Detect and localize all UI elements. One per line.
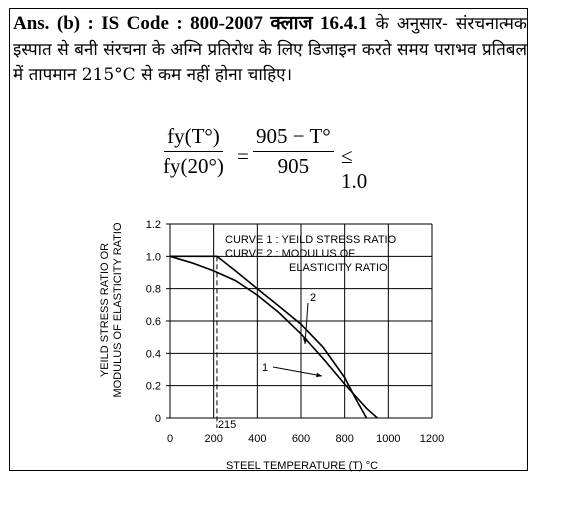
x-tick-label: 800 bbox=[335, 433, 353, 445]
curve-1-line bbox=[170, 255, 368, 419]
y-tick-label: 0.4 bbox=[146, 348, 161, 360]
rhs-fraction: 905 − T° 905 bbox=[253, 124, 334, 179]
x-tick-label: 600 bbox=[292, 433, 310, 445]
inequality: ≤ 1.0 bbox=[341, 144, 368, 193]
y-tick-label: 0.8 bbox=[146, 284, 161, 296]
y-tick-label: 0.6 bbox=[146, 316, 161, 328]
curve-2-leader bbox=[304, 302, 309, 345]
y-tick-label: 0.2 bbox=[146, 381, 161, 393]
lhs-denominator: fy(20°) bbox=[163, 154, 224, 178]
answer-box bbox=[9, 8, 528, 471]
curve-2-arrowhead bbox=[303, 338, 308, 344]
y-axis-label-line-1: YEILD STRESS RATIO OR bbox=[99, 243, 111, 377]
legend-line-1: CURVE 1 : YEILD STRESS RATIO bbox=[225, 234, 397, 246]
rhs-numerator: 905 − T° bbox=[253, 124, 334, 152]
curve-1-arrowhead bbox=[316, 372, 322, 378]
lhs-fraction: fy(T°) fy(20°) bbox=[163, 124, 224, 179]
answer-paragraph: Ans. (b) : IS Code : 800-2007 क्लाज 16.4… bbox=[13, 11, 527, 89]
y-tick-label: 0 bbox=[155, 413, 161, 425]
legend-line-2: CURVE 2 : MODULUS OF bbox=[225, 248, 355, 260]
x-tick-label: 200 bbox=[204, 433, 222, 445]
lhs-numerator: fy(T°) bbox=[164, 124, 223, 152]
x-axis-label: STEEL TEMPERATURE (T) °C bbox=[226, 460, 378, 472]
equals-sign: = bbox=[237, 144, 249, 168]
x-tick-label: 1200 bbox=[420, 433, 444, 445]
curve-2-line bbox=[169, 255, 378, 419]
x-tick-label: 0 bbox=[167, 433, 173, 445]
answer-text: के अनुसार- संरचनात्मक इस्पात से बनी संरच… bbox=[13, 14, 527, 85]
y-tick-label: 1.0 bbox=[146, 251, 161, 263]
curve-1-label: 1 bbox=[262, 362, 268, 374]
y-axis-label-line-2: MODULUS OF ELASTICITY RATIO bbox=[112, 222, 124, 397]
y-tick-label: 1.2 bbox=[146, 219, 161, 231]
marker-215-label: 215 bbox=[218, 419, 236, 431]
answer-lead: Ans. (b) : IS Code : 800-2007 क्लाज 16.4… bbox=[13, 13, 368, 34]
x-tick-label: 400 bbox=[248, 433, 266, 445]
legend-line-3: ELASTICITY RATIO bbox=[289, 262, 388, 274]
x-tick-label: 1000 bbox=[376, 433, 400, 445]
rhs-denominator: 905 bbox=[277, 154, 310, 178]
curve-1-leader bbox=[272, 366, 323, 377]
curve-2-label: 2 bbox=[310, 292, 316, 304]
